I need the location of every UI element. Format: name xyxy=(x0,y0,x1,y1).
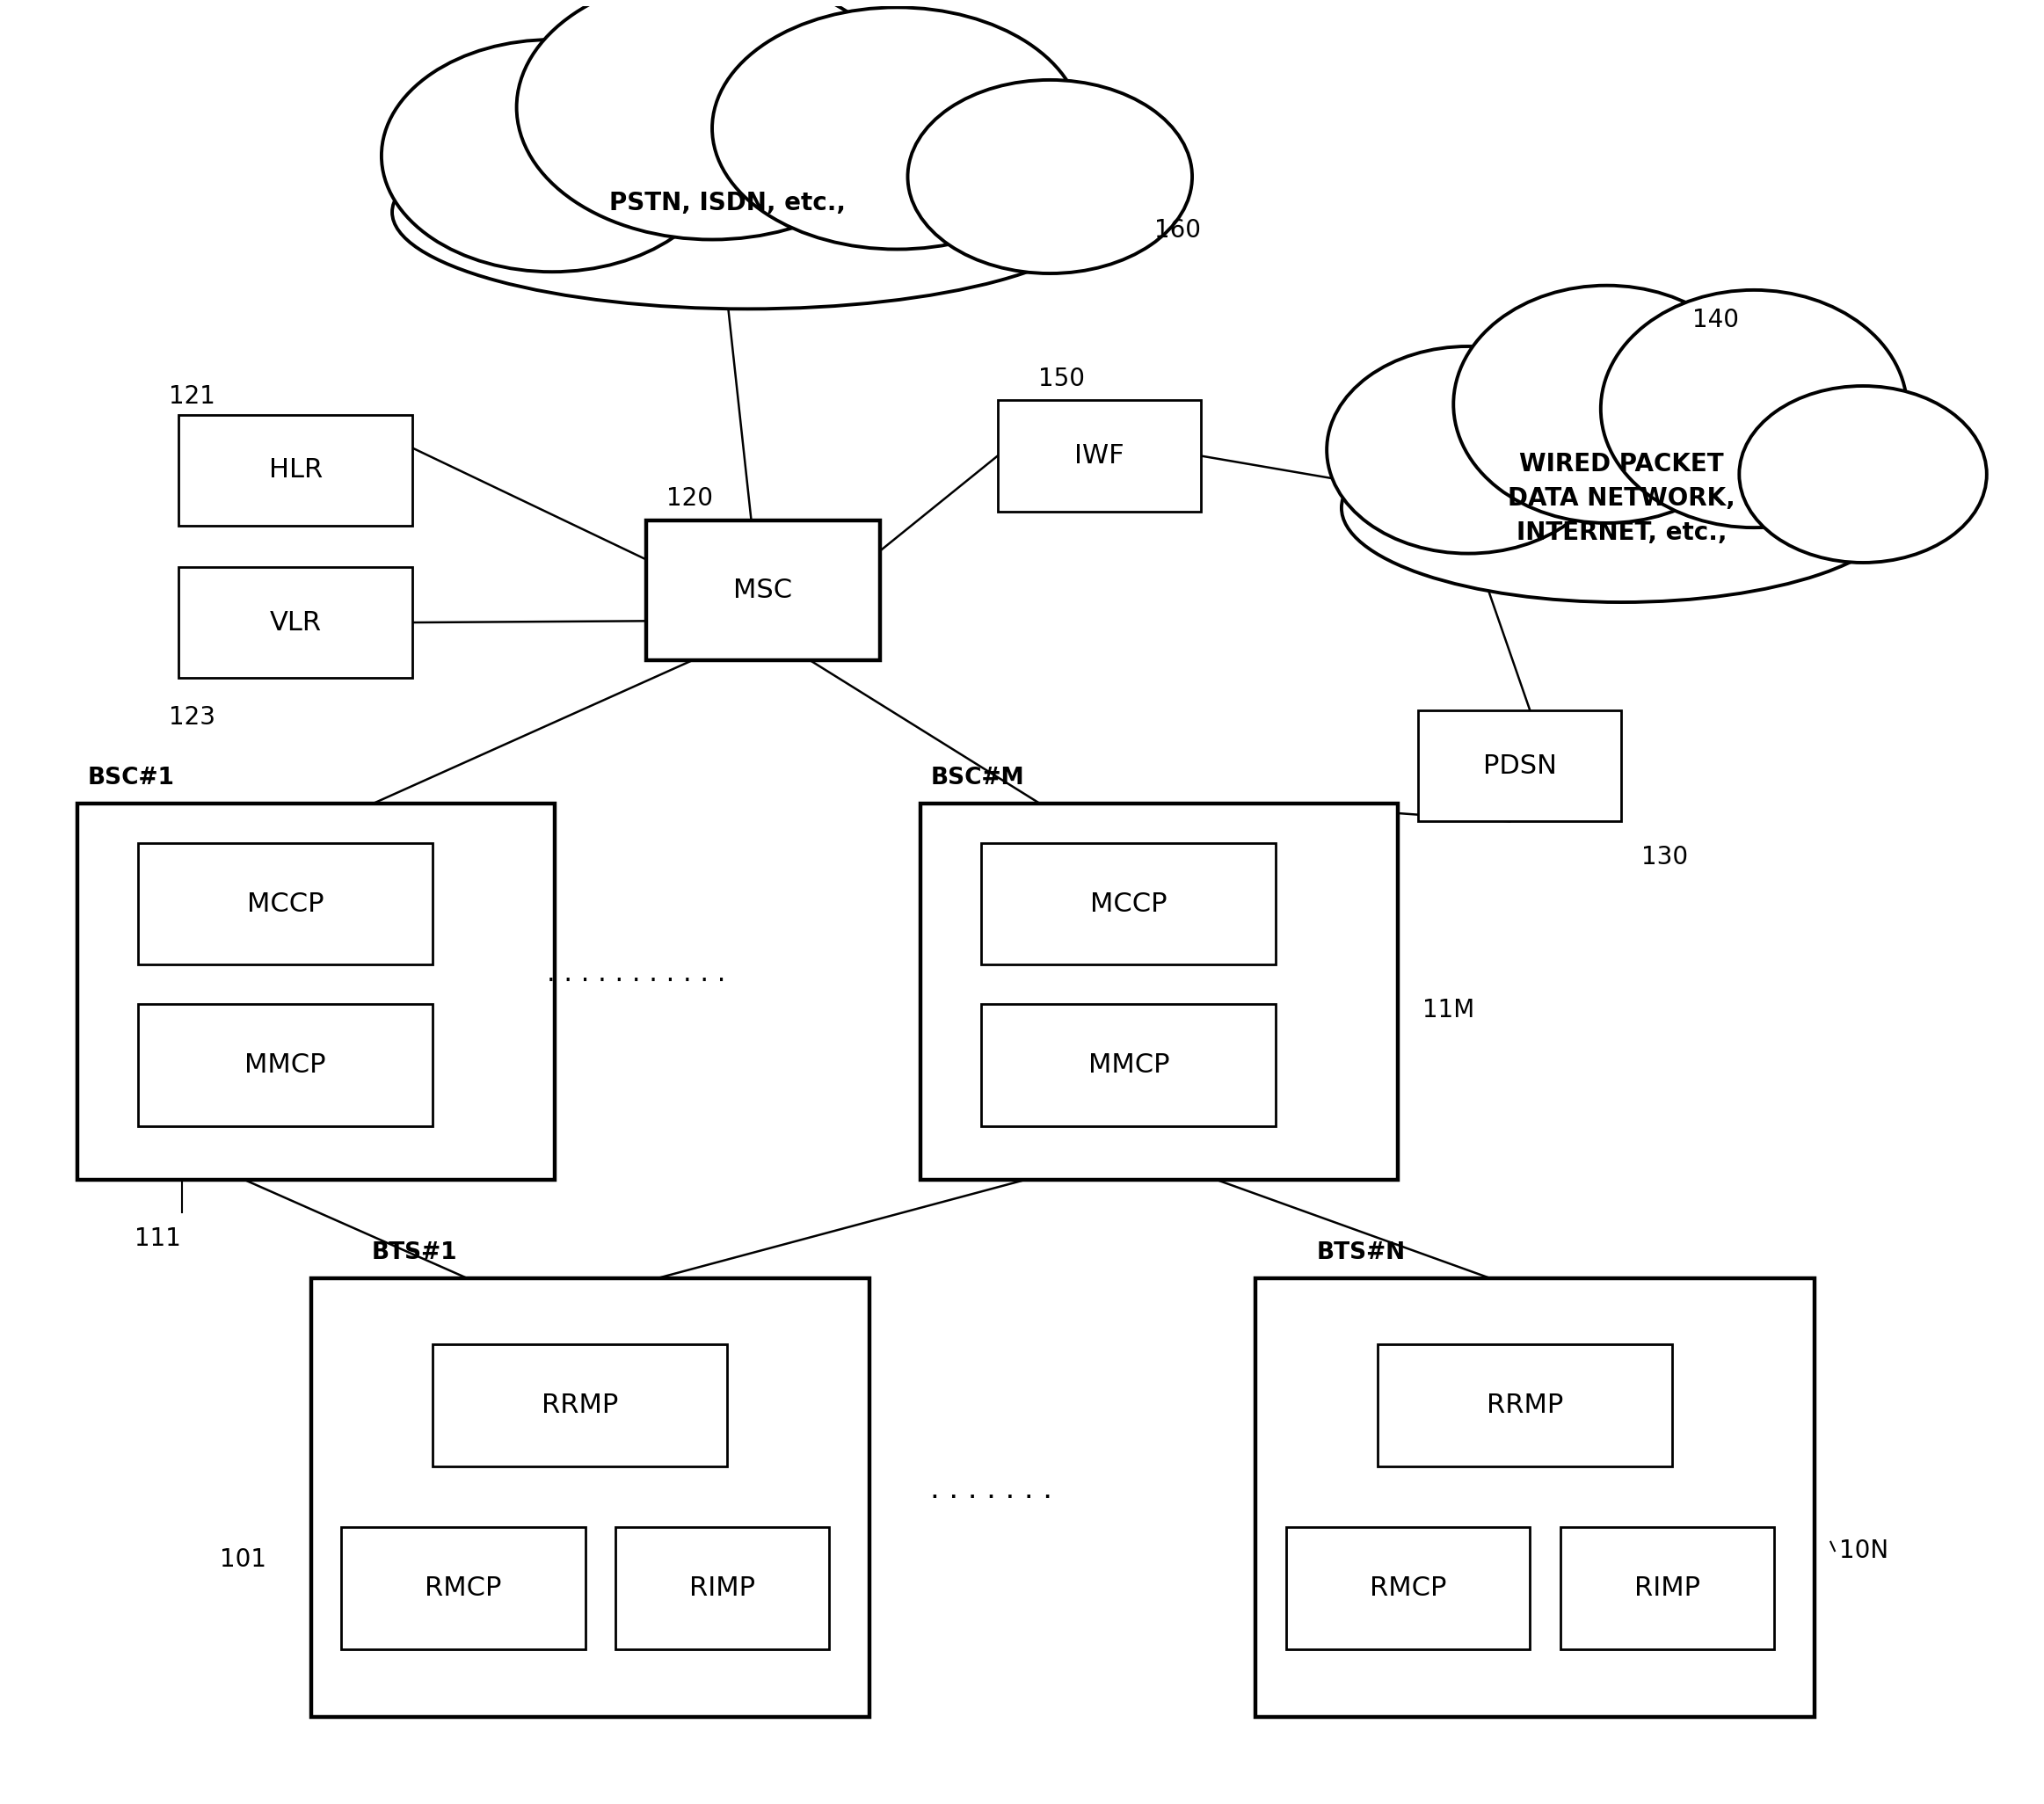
Text: RRMP: RRMP xyxy=(1486,1393,1564,1418)
Text: PDSN: PDSN xyxy=(1482,752,1558,779)
FancyBboxPatch shape xyxy=(981,842,1275,965)
Ellipse shape xyxy=(1327,346,1609,554)
FancyBboxPatch shape xyxy=(997,400,1200,511)
Text: RMCP: RMCP xyxy=(1369,1575,1447,1600)
Ellipse shape xyxy=(1341,413,1901,603)
FancyBboxPatch shape xyxy=(178,415,413,525)
Text: RMCP: RMCP xyxy=(425,1575,501,1600)
Text: 120: 120 xyxy=(666,487,713,511)
Text: RIMP: RIMP xyxy=(689,1575,756,1600)
Text: BSC#1: BSC#1 xyxy=(88,767,174,788)
Text: 121: 121 xyxy=(170,384,215,410)
Text: RRMP: RRMP xyxy=(542,1393,619,1418)
FancyBboxPatch shape xyxy=(981,1005,1275,1126)
FancyBboxPatch shape xyxy=(139,1005,433,1126)
Text: HLR: HLR xyxy=(268,458,323,483)
Text: 130: 130 xyxy=(1641,844,1688,870)
Text: MMCP: MMCP xyxy=(245,1052,327,1077)
Ellipse shape xyxy=(392,115,1104,308)
Text: MMCP: MMCP xyxy=(1087,1052,1169,1077)
Text: MSC: MSC xyxy=(734,577,793,603)
Text: WIRED PACKET
DATA NETWORK,
INTERNET, etc.,: WIRED PACKET DATA NETWORK, INTERNET, etc… xyxy=(1508,453,1735,545)
Text: BSC#M: BSC#M xyxy=(930,767,1024,788)
Ellipse shape xyxy=(908,79,1192,274)
Text: BTS#N: BTS#N xyxy=(1316,1241,1406,1265)
Ellipse shape xyxy=(1453,285,1760,523)
FancyBboxPatch shape xyxy=(1560,1528,1774,1649)
Text: 140: 140 xyxy=(1692,307,1739,332)
Ellipse shape xyxy=(1600,290,1907,527)
FancyBboxPatch shape xyxy=(1286,1528,1531,1649)
Ellipse shape xyxy=(1739,386,1987,563)
FancyBboxPatch shape xyxy=(139,842,433,965)
FancyBboxPatch shape xyxy=(433,1344,728,1467)
Text: . . . . . . . . . . .: . . . . . . . . . . . xyxy=(546,962,726,987)
Text: 111: 111 xyxy=(135,1227,182,1252)
Text: IWF: IWF xyxy=(1075,444,1124,469)
Text: 150: 150 xyxy=(1038,366,1085,391)
FancyBboxPatch shape xyxy=(615,1528,830,1649)
FancyBboxPatch shape xyxy=(1255,1279,1815,1717)
Text: MCCP: MCCP xyxy=(247,891,323,916)
FancyBboxPatch shape xyxy=(78,803,554,1180)
Text: 160: 160 xyxy=(1155,218,1200,242)
FancyBboxPatch shape xyxy=(1378,1344,1672,1467)
Text: PSTN, ISDN, etc.,: PSTN, ISDN, etc., xyxy=(609,191,846,215)
Ellipse shape xyxy=(711,7,1081,249)
FancyBboxPatch shape xyxy=(178,566,413,678)
FancyBboxPatch shape xyxy=(646,520,879,660)
Text: 101: 101 xyxy=(219,1548,266,1571)
Text: MCCP: MCCP xyxy=(1089,891,1167,916)
Ellipse shape xyxy=(382,40,724,272)
Text: VLR: VLR xyxy=(270,610,321,635)
Text: . . . . . . .: . . . . . . . xyxy=(930,1476,1053,1505)
FancyBboxPatch shape xyxy=(341,1528,585,1649)
FancyBboxPatch shape xyxy=(920,803,1398,1180)
Ellipse shape xyxy=(517,0,908,240)
FancyBboxPatch shape xyxy=(1419,711,1621,821)
Text: BTS#1: BTS#1 xyxy=(372,1241,458,1265)
Text: RIMP: RIMP xyxy=(1633,1575,1701,1600)
Text: 11M: 11M xyxy=(1423,998,1474,1023)
Text: 10N: 10N xyxy=(1840,1539,1889,1562)
Text: 123: 123 xyxy=(170,705,215,731)
FancyBboxPatch shape xyxy=(311,1279,869,1717)
